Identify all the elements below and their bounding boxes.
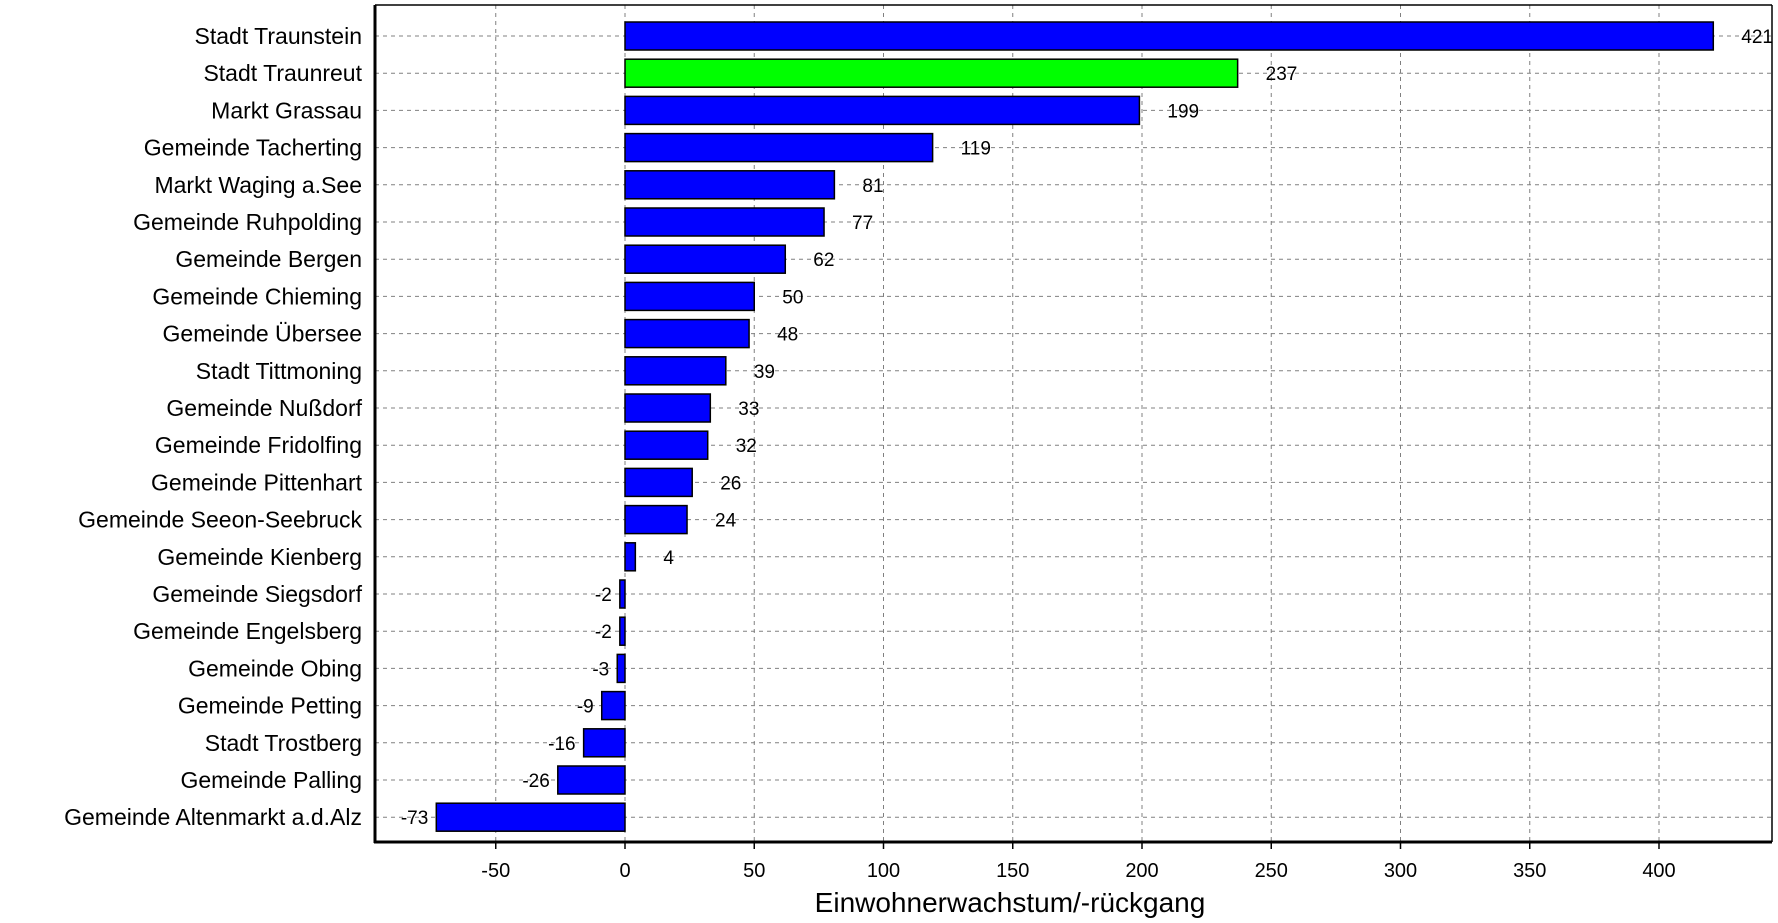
bar: [624, 21, 1715, 51]
category-label: Gemeinde Kienberg: [157, 544, 362, 570]
data-label: 4: [663, 548, 674, 569]
x-tick-label: 400: [1642, 860, 1675, 882]
category-label: Gemeinde Altenmarkt a.d.Alz: [64, 804, 362, 830]
bars: [435, 21, 1715, 832]
x-tick-label: 250: [1255, 860, 1288, 882]
category-label: Gemeinde Palling: [180, 767, 362, 793]
bar: [600, 690, 626, 721]
data-label: 199: [1167, 101, 1199, 122]
category-labels: Stadt Traunstein Stadt Traunreut Markt Gra…: [64, 23, 362, 830]
category-label: Gemeinde Fridolfing: [155, 432, 362, 458]
x-tick-label: 350: [1513, 860, 1546, 882]
data-label: 119: [961, 139, 991, 160]
bar: [616, 653, 626, 684]
bar: [624, 244, 787, 274]
x-tick-label: 300: [1384, 860, 1417, 882]
category-label: Stadt Trostberg: [205, 730, 362, 756]
category-label: Stadt Traunreut: [203, 60, 362, 86]
category-label: Gemeinde Bergen: [175, 246, 362, 272]
x-axis-title: Einwohnerwachstum/-rückgang: [815, 887, 1206, 918]
bar: [624, 281, 755, 312]
data-label: -16: [548, 734, 575, 755]
bar: [624, 542, 637, 572]
x-tick-label: 150: [996, 860, 1029, 882]
bar: [624, 467, 693, 498]
x-tick-labels: -50 0 50 100 150 200 250 300 350 400: [481, 842, 1676, 882]
x-tick-label: 200: [1125, 860, 1158, 882]
plot-frame: [373, 4, 1773, 844]
data-label: 48: [777, 325, 798, 346]
x-tick-label: 100: [867, 860, 900, 882]
bar: [624, 504, 688, 535]
x-tick-label: 50: [743, 860, 765, 882]
data-label: 50: [782, 287, 803, 308]
category-label: Gemeinde Obing: [188, 655, 362, 681]
category-label: Gemeinde Ruhpolding: [133, 209, 362, 235]
data-label: -2: [595, 585, 612, 606]
category-label: Stadt Traunstein: [195, 23, 363, 49]
bar: [619, 616, 626, 646]
category-label: Gemeinde Nußdorf: [166, 395, 362, 421]
data-label: -9: [577, 697, 594, 718]
bar: [624, 58, 1239, 88]
data-label: 81: [862, 176, 883, 197]
x-tick-label: 0: [619, 860, 630, 882]
bar: [624, 132, 934, 163]
bar: [624, 430, 709, 460]
data-label: 77: [852, 213, 873, 234]
category-label: Gemeinde Engelsberg: [133, 618, 362, 644]
data-label: -26: [522, 771, 549, 792]
bar: [624, 170, 836, 200]
data-label: 39: [754, 362, 775, 383]
data-label: -73: [401, 808, 428, 829]
data-label: 237: [1266, 64, 1298, 85]
bar: [624, 207, 825, 237]
data-label: -3: [592, 659, 609, 680]
x-tick-label: -50: [481, 860, 510, 882]
bar: [435, 802, 626, 832]
data-label: -2: [595, 622, 612, 643]
bar: [582, 728, 626, 758]
bar: [624, 356, 727, 386]
bar: [624, 318, 750, 349]
category-label: Gemeinde Pittenhart: [151, 469, 363, 495]
category-label: Gemeinde Siegsdorf: [152, 581, 362, 607]
bar: [624, 95, 1141, 126]
category-label: Stadt Tittmoning: [196, 358, 362, 384]
bar: [619, 579, 626, 609]
bar: [624, 393, 712, 423]
data-label: 62: [813, 250, 834, 271]
data-label: 33: [738, 399, 759, 420]
category-label: Gemeinde Tacherting: [144, 135, 362, 161]
category-label: Gemeinde Chieming: [152, 283, 362, 309]
data-label: 421: [1741, 27, 1773, 48]
data-label: 32: [736, 436, 757, 457]
bar: [557, 765, 626, 795]
category-label: Gemeinde Petting: [178, 693, 362, 719]
category-label: Markt Grassau: [211, 97, 362, 123]
category-label: Markt Waging a.See: [154, 172, 362, 198]
category-label: Gemeinde Seeon-Seebruck: [78, 507, 362, 533]
data-label: 24: [715, 511, 737, 532]
category-label: Gemeinde Übersee: [163, 321, 362, 347]
data-label: 26: [720, 473, 741, 494]
